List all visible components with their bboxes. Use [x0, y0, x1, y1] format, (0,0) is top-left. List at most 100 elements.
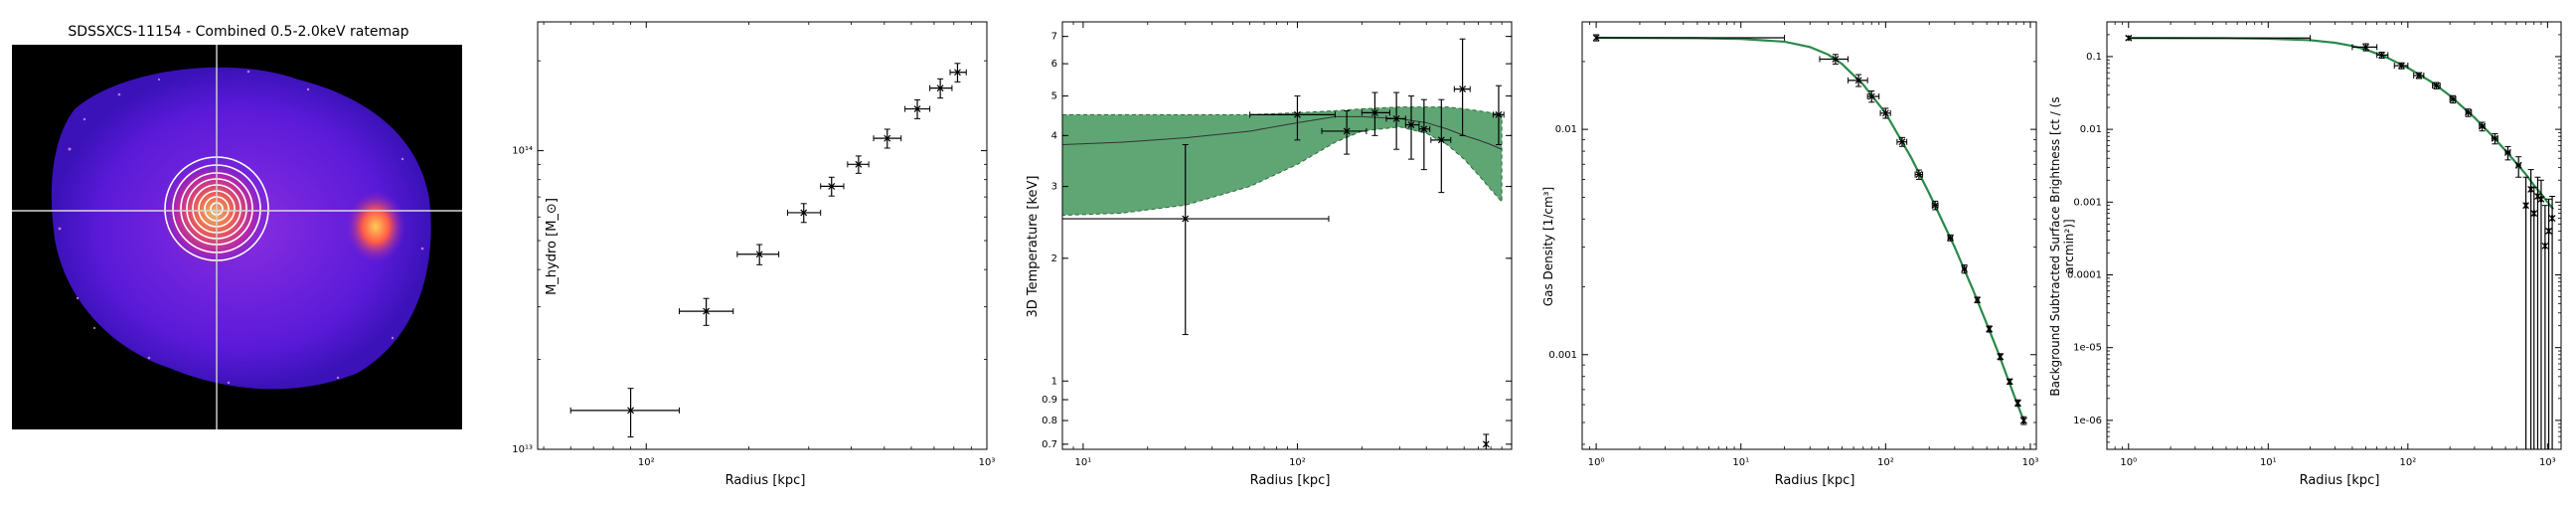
y-tick-label: 0.0001	[2067, 269, 2102, 280]
point-marker	[855, 160, 863, 168]
y-tick-label: 0.1	[2086, 52, 2102, 63]
point-marker	[2125, 34, 2133, 42]
model-band	[1062, 106, 1503, 217]
data-point	[1482, 433, 1490, 449]
data-point	[2465, 108, 2473, 117]
y-tick-label: 1e-06	[2073, 416, 2102, 426]
brightness-chart: 10⁰ 10¹ 10² 10³ 1e-06 1e-05 0.0001 0.001 0.01 0.1	[2067, 21, 2562, 468]
point-marker	[2378, 51, 2385, 59]
data-point	[1848, 74, 1868, 87]
point-marker	[1343, 127, 1351, 135]
plot-frame	[1581, 21, 2037, 450]
point-marker	[936, 84, 944, 92]
data-point	[2541, 205, 2549, 449]
x-tick-label: 10¹	[2260, 457, 2277, 468]
x-tick-label: 10²	[2399, 457, 2416, 468]
point-marker	[1974, 296, 1982, 304]
point-marker	[2541, 242, 2549, 250]
x-tick-label: 10²	[1289, 457, 1306, 468]
point-marker	[2465, 108, 2472, 116]
point-marker	[884, 134, 891, 142]
point-marker	[1997, 353, 2005, 361]
data-point	[2530, 186, 2538, 449]
y-tick-label: 2	[1051, 253, 1057, 264]
temperature-chart: 10¹ 10² 0.7 0.8 0.9 1 2 3 4 5 6 7	[1042, 21, 1513, 468]
data-point	[1418, 98, 1431, 171]
point-marker	[2514, 161, 2522, 169]
y-tick-label: 0.001	[1548, 350, 1577, 361]
point-marker	[1931, 202, 1939, 209]
point-marker	[2006, 378, 2013, 386]
brightness-ylabel: Background Subtracted Surface Brightness…	[2048, 96, 2076, 397]
point-marker	[1881, 109, 1889, 117]
point-marker	[1961, 265, 1969, 273]
y-tick-label: 4	[1051, 130, 1057, 141]
x-tick-label: 10³	[979, 457, 996, 468]
data-point	[904, 98, 931, 119]
point-marker	[1898, 138, 1906, 146]
data-point	[1896, 136, 1908, 147]
y-tick-label: 0.01	[2080, 124, 2102, 135]
point-marker	[800, 209, 808, 217]
ratemap-image	[12, 45, 462, 429]
point-marker	[2019, 417, 2027, 424]
plot-frame	[537, 21, 988, 450]
point-marker	[1832, 56, 1840, 63]
point-marker	[1437, 136, 1445, 144]
data-point	[1879, 107, 1891, 119]
y-tick-label: 0.001	[2073, 197, 2102, 208]
point-marker	[1459, 85, 1467, 93]
data-point	[2534, 176, 2541, 449]
plot-area	[569, 63, 967, 438]
data-point	[820, 176, 845, 197]
y-tick-label: 1	[1051, 376, 1057, 387]
point-marker	[2433, 82, 2440, 89]
point-marker	[2397, 62, 2405, 70]
point-marker	[755, 251, 763, 258]
brightness-xlabel: Radius [kpc]	[2299, 473, 2380, 488]
data-point	[2479, 121, 2486, 132]
mass-chart: 10² 10³ 10¹³ 10¹⁴	[512, 21, 996, 468]
data-point	[1997, 353, 2005, 361]
point-marker	[2362, 43, 2369, 51]
point-marker	[1495, 110, 1503, 118]
mass-panel: 10² 10³ 10¹³ 10¹⁴ Radius [kpc] M_hydro [M_⊙…	[477, 0, 1002, 501]
data-point	[2449, 94, 2457, 104]
data-point	[786, 203, 822, 224]
temperature-ylabel: 3D Temperature [keV]	[1026, 175, 1041, 318]
point-marker	[1915, 171, 1923, 179]
data-point	[1430, 98, 1452, 194]
plot-area	[1592, 34, 2027, 425]
mass-xlabel: Radius [kpc]	[724, 473, 806, 488]
y-tick-label: 5	[1051, 91, 1057, 102]
point-marker	[1370, 108, 1378, 116]
data-point	[1961, 264, 1969, 274]
data-point	[1819, 54, 1850, 65]
data-point	[1947, 234, 1954, 242]
data-point	[2514, 156, 2522, 178]
point-marker	[2537, 195, 2545, 203]
data-point	[2537, 179, 2545, 449]
data-point	[1974, 296, 1982, 304]
point-marker	[2492, 134, 2498, 142]
data-point	[873, 128, 902, 149]
data-point	[569, 388, 680, 438]
density-panel: 10⁰ 10¹ 10² 10³ 0.001 0.01 Radius [kpc] Gas D…	[1527, 0, 2051, 501]
plot-frame	[2106, 21, 2562, 450]
data-point	[2013, 399, 2021, 408]
data-point	[2413, 72, 2425, 80]
data-point	[678, 297, 734, 326]
data-point	[2351, 43, 2378, 52]
data-point	[1062, 143, 1330, 336]
model-line	[2128, 37, 2555, 211]
point-marker	[1947, 234, 1954, 242]
plot-area	[2125, 34, 2556, 449]
data-point	[736, 244, 780, 265]
y-tick-label: 0.9	[1042, 395, 1057, 406]
point-marker	[1392, 114, 1400, 122]
y-tick-label: 0.01	[1555, 124, 1577, 135]
point-marker	[2548, 215, 2556, 222]
data-point	[2522, 176, 2530, 449]
point-marker	[2013, 399, 2021, 407]
data-point	[2006, 378, 2013, 386]
